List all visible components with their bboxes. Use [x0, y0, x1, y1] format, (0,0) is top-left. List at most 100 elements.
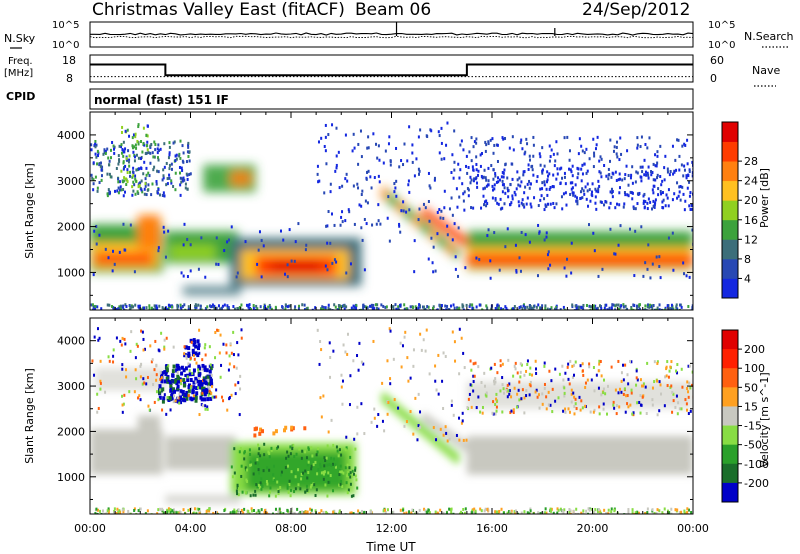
heat-cell — [573, 395, 576, 399]
heat-cell — [580, 399, 583, 403]
heat-cell — [470, 511, 473, 514]
heat-cell — [179, 389, 183, 394]
heat-cell — [155, 378, 158, 382]
heat-cell — [541, 171, 544, 175]
heat-cell — [243, 450, 246, 454]
heat-cell — [687, 412, 690, 416]
heat-cell — [583, 151, 586, 155]
heat-cell — [590, 193, 593, 197]
heat-cell — [412, 305, 415, 309]
heat-cell — [183, 398, 187, 403]
heat-cell — [646, 146, 649, 150]
power-colorbar-tick: 24 — [744, 175, 758, 188]
heat-cell — [360, 155, 363, 159]
heat-cell — [195, 304, 198, 308]
heat-cell — [607, 177, 610, 181]
heat-cell — [115, 336, 118, 340]
heat-cell — [324, 135, 327, 139]
heat-cell — [406, 356, 409, 360]
heat-cell — [459, 168, 462, 172]
heat-cell — [317, 140, 320, 144]
heat-cell — [493, 183, 496, 187]
heat-cell — [617, 359, 620, 363]
heat-cell — [131, 136, 134, 140]
heat-cell — [456, 205, 459, 209]
heat-cell — [609, 190, 612, 194]
heat-cell — [236, 341, 239, 345]
heat-cell — [148, 408, 151, 412]
heat-cell — [457, 226, 460, 230]
heat-cell — [630, 191, 633, 195]
heat-cell — [165, 365, 169, 370]
heat-cell — [378, 158, 381, 162]
heat-cell — [603, 378, 606, 382]
heat-cell — [485, 204, 488, 208]
heat-cell — [168, 145, 171, 149]
heat-cell — [363, 305, 366, 309]
heat-cell — [217, 329, 220, 333]
heat-cell — [480, 174, 483, 178]
heat-cell — [137, 167, 140, 171]
heat-cell — [517, 388, 520, 392]
heat-cell — [343, 307, 346, 310]
heat-cell — [654, 164, 657, 168]
heat-cell — [521, 198, 524, 202]
heat-cell — [465, 438, 468, 442]
heat-cell — [549, 307, 552, 310]
heat-cell — [113, 151, 116, 155]
heat-cell — [522, 173, 525, 177]
heat-cell — [512, 148, 515, 152]
heat-cell — [681, 144, 684, 148]
heat-cell — [208, 369, 212, 374]
heat-cell — [181, 177, 184, 181]
heat-cell — [240, 303, 243, 307]
heat-cell — [132, 150, 135, 154]
heat-cell — [568, 410, 571, 414]
heat-cell — [388, 327, 391, 331]
heat-cell — [564, 407, 567, 411]
heat-cell — [471, 306, 474, 310]
heat-cell — [215, 262, 218, 266]
heat-cell — [538, 406, 541, 410]
heat-cell — [196, 507, 199, 511]
heat-cell — [345, 271, 348, 275]
heat-cell — [179, 176, 182, 180]
heat-cell — [424, 308, 427, 310]
heat-cell — [455, 433, 458, 437]
heat-cell — [543, 364, 546, 368]
heat-cell — [311, 454, 314, 458]
heat-cell — [346, 463, 349, 467]
heat-cell — [594, 195, 597, 199]
heat-cell — [448, 308, 451, 310]
heat-cell — [182, 508, 185, 512]
heat-cell — [245, 303, 248, 307]
heat-cell — [99, 164, 102, 168]
heat-cell — [126, 168, 129, 172]
heat-cell — [604, 392, 607, 396]
heat-cell — [268, 468, 271, 472]
heat-region — [466, 254, 693, 266]
heat-cell — [122, 167, 125, 171]
heat-cell — [194, 344, 198, 349]
heat-cell — [501, 136, 504, 140]
power-colorbar-tick: 16 — [744, 214, 758, 227]
heat-cell — [96, 305, 99, 309]
heat-cell — [187, 394, 190, 398]
heat-cell — [635, 369, 638, 373]
heat-cell — [158, 390, 162, 395]
heat-cell — [93, 229, 96, 233]
heat-cell — [163, 345, 166, 349]
noise-right-top-tick: 10^5 — [708, 20, 735, 31]
heat-cell — [475, 141, 478, 145]
heat-cell — [103, 512, 106, 514]
heat-cell — [277, 491, 280, 495]
heat-cell — [383, 508, 386, 512]
heat-cell — [496, 201, 499, 205]
heat-cell — [562, 378, 565, 382]
heat-cell — [157, 187, 160, 191]
heat-cell — [618, 307, 621, 310]
heat-cell — [535, 388, 538, 392]
heat-cell — [373, 416, 376, 420]
heat-cell — [150, 142, 153, 146]
heat-cell — [469, 181, 472, 185]
